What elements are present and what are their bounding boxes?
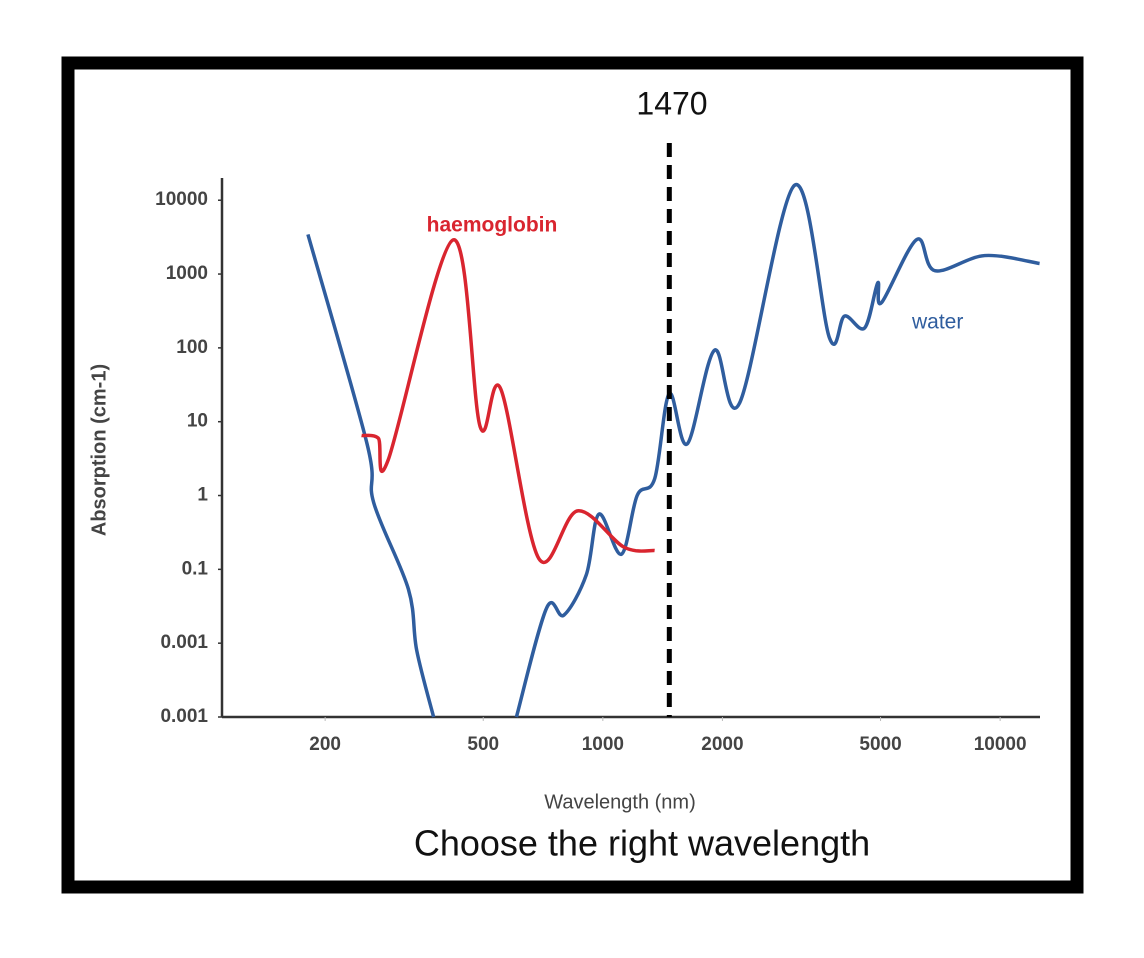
- caption: Choose the right wavelength: [414, 823, 870, 864]
- series-label: haemoglobin: [427, 214, 558, 237]
- x-axis-label: Wavelength (nm): [544, 791, 696, 813]
- y-tick-label: 0.001: [160, 706, 208, 727]
- series-line: [306, 183, 1040, 718]
- y-tick-label: 100: [176, 337, 208, 358]
- series-label: water: [911, 311, 963, 334]
- x-tick-label: 2000: [701, 734, 743, 755]
- y-tick-label: 10: [187, 411, 208, 432]
- marker-label: 1470: [636, 85, 707, 121]
- frame: [61, 56, 1084, 894]
- x-tick-label: 1000: [582, 734, 624, 755]
- y-tick-label: 0.1: [182, 558, 209, 579]
- x-tick-label: 200: [309, 734, 341, 755]
- y-tick-label: 1000: [166, 263, 208, 284]
- x-tick-label: 10000: [974, 734, 1027, 755]
- series-line: [361, 238, 655, 564]
- y-tick-label: 10000: [155, 189, 208, 210]
- y-tick-label: 0.001: [160, 632, 208, 653]
- y-axis-label: Absorption (cm-1): [88, 364, 110, 536]
- x-tick-label: 500: [467, 734, 499, 755]
- x-tick-label: 5000: [859, 734, 901, 755]
- y-tick-label: 1: [197, 485, 208, 506]
